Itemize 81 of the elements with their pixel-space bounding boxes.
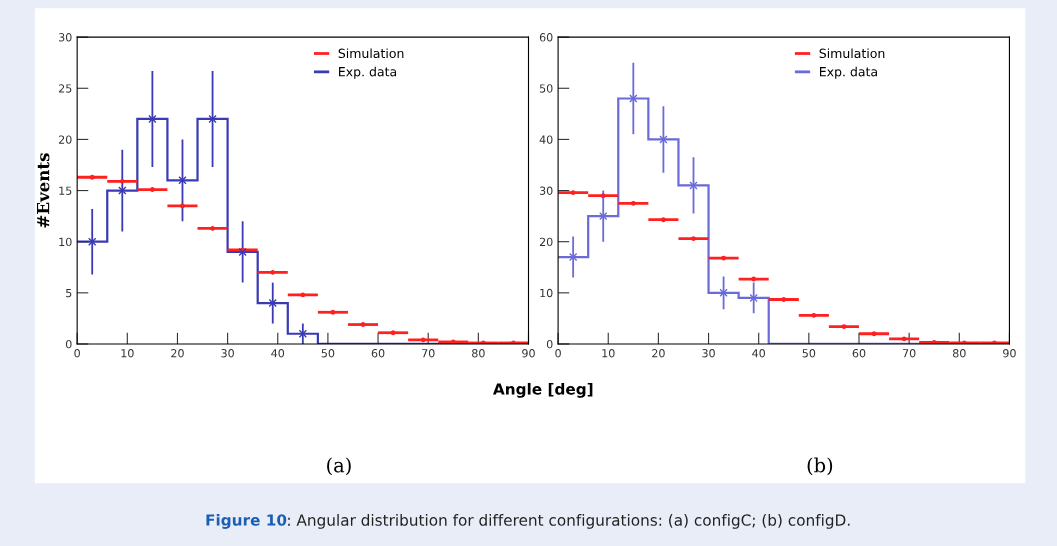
y-tick-label: 5: [66, 288, 72, 298]
point: [178, 176, 187, 185]
x-tick-label: 40: [271, 349, 285, 358]
point: [630, 200, 636, 206]
point: [360, 322, 366, 327]
legend-label: Simulation: [338, 48, 404, 59]
point: [149, 187, 155, 192]
y-tick-label: 30: [59, 33, 72, 42]
y-tick-label: 20: [539, 237, 553, 247]
x-tick-label: 0: [555, 349, 561, 358]
x-tick-label: 40: [752, 349, 766, 358]
point: [660, 217, 666, 223]
point: [148, 114, 157, 124]
point: [841, 324, 847, 330]
point: [600, 193, 606, 199]
point: [390, 330, 396, 336]
x-tick-label: 10: [602, 349, 615, 358]
point: [719, 288, 728, 298]
x-tick-label: 20: [652, 349, 665, 358]
x-tick-label: 50: [802, 349, 816, 358]
y-tick-label: 10: [59, 237, 72, 247]
point: [298, 329, 307, 338]
y-tick-label: 30: [539, 186, 553, 195]
point: [180, 203, 185, 209]
point: [570, 190, 576, 196]
x-tick-label: 80: [472, 349, 485, 358]
x-tick-label: 80: [952, 349, 966, 358]
point: [691, 236, 696, 242]
y-tick-label: 10: [540, 288, 553, 298]
point: [270, 269, 276, 275]
point: [89, 174, 95, 180]
point: [118, 186, 127, 195]
x-tick-label: 50: [321, 349, 335, 358]
point: [901, 336, 907, 342]
text: (b): [807, 457, 833, 476]
caption: Figure 10: Angular distribution for different configurations: (a) configC; (b) configD.: [206, 513, 850, 529]
y-tick-label: 25: [58, 84, 72, 93]
x-tick-label: 60: [371, 349, 385, 358]
y-tick-label: 20: [58, 135, 72, 144]
y-tick-label: 0: [65, 339, 72, 349]
text: (a): [327, 457, 351, 476]
x-tick-label: 70: [422, 349, 435, 358]
y-tick-label: 60: [539, 33, 553, 42]
point: [751, 276, 757, 282]
point: [811, 312, 817, 318]
point: [599, 211, 608, 221]
x-tick-label: 30: [221, 349, 234, 358]
y-tick-label: 50: [539, 84, 553, 93]
point: [420, 337, 426, 343]
point: [721, 255, 727, 261]
point: [268, 298, 277, 308]
point: [330, 309, 336, 315]
x-tick-label: 10: [121, 349, 134, 358]
point: [238, 247, 247, 257]
y-tick-label: 40: [539, 135, 553, 144]
x-tick-label: 0: [74, 349, 80, 358]
point: [781, 297, 787, 302]
x-tick-label: 90: [1003, 349, 1016, 358]
legend-label: Exp. data: [819, 66, 877, 79]
legend-label: Exp. data: [339, 66, 397, 79]
x-tick-label: 60: [852, 349, 866, 358]
point: [629, 94, 638, 103]
x-axis-title: Angle [deg]: [493, 382, 593, 398]
y-tick-label: 0: [546, 339, 553, 349]
y-axis-title: #Events: [36, 153, 50, 228]
x-tick-label: 90: [522, 349, 535, 358]
point: [208, 114, 217, 124]
point: [689, 181, 698, 190]
point: [119, 178, 125, 184]
y-tick-label: 15: [59, 186, 72, 195]
point: [659, 135, 668, 144]
point: [210, 225, 215, 231]
x-tick-label: 70: [902, 349, 916, 358]
point: [749, 293, 758, 303]
point: [568, 252, 578, 262]
legend-label: Simulation: [819, 48, 885, 59]
point: [88, 237, 97, 246]
point: [300, 292, 306, 298]
x-tick-label: 20: [171, 349, 184, 358]
point: [871, 331, 877, 337]
x-tick-label: 30: [702, 349, 715, 358]
